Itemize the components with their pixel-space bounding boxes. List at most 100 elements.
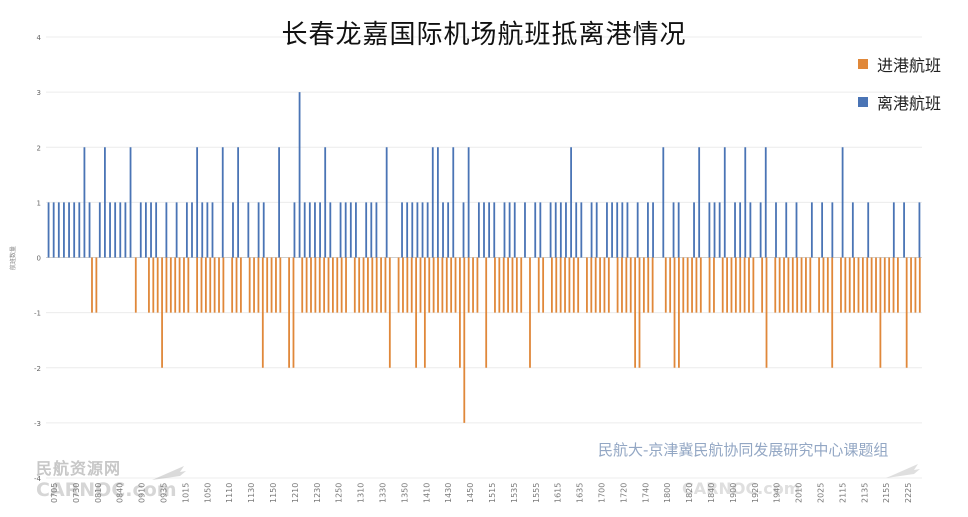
departure-bar (775, 202, 777, 258)
arrival-bar (305, 257, 308, 313)
departure-bar (73, 202, 76, 258)
arrival-bar (261, 257, 264, 368)
x-tick-label: 0730 (72, 483, 81, 503)
arrival-bar (275, 257, 277, 313)
departure-bar (431, 147, 434, 258)
y-tick-label: -3 (34, 420, 41, 428)
arrival-bar (699, 257, 702, 313)
x-tick-label: 1430 (444, 483, 453, 503)
departure-bar (257, 202, 260, 258)
departure-bar (442, 202, 444, 258)
departure-bar (483, 202, 485, 258)
departure-bar (565, 202, 567, 258)
bars (47, 92, 921, 423)
departure-bar (298, 92, 301, 258)
arrival-bar (555, 257, 558, 313)
arrival-bar (358, 257, 361, 313)
arrival-bar (485, 257, 488, 368)
x-tick-label: 0810 (94, 483, 103, 503)
departure-bar (426, 202, 429, 258)
departure-bar (293, 202, 296, 258)
departure-bar (139, 202, 142, 258)
arrival-bar (231, 257, 234, 313)
departure-bar (339, 202, 342, 258)
departure-bar (262, 202, 265, 258)
departure-bar (462, 202, 465, 258)
arrival-bar (270, 257, 273, 313)
arrival-bar (196, 257, 199, 313)
watermark-logo-right: CARNOC.com (682, 479, 801, 498)
arrival-bar (844, 257, 847, 313)
departure-bar (903, 202, 905, 258)
arrival-bar (323, 257, 326, 313)
departure-bar (785, 202, 788, 258)
departure-bar (698, 147, 701, 258)
y-tick-label: 0 (37, 255, 41, 263)
departure-bar (452, 147, 455, 258)
departure-bar (841, 147, 844, 258)
arrival-bar (888, 257, 891, 313)
arrival-bar (918, 257, 921, 313)
arrival-bar (467, 257, 470, 313)
arrival-bar (559, 257, 562, 313)
arrival-bar (459, 257, 461, 368)
departure-bar (718, 202, 721, 258)
departure-bar (821, 202, 824, 258)
arrival-bar (406, 257, 409, 313)
arrival-bar (594, 257, 597, 313)
arrival-bar (734, 257, 737, 313)
arrival-bar (375, 257, 378, 313)
arrival-bar (607, 257, 610, 313)
x-tick-label: 1110 (225, 483, 234, 503)
arrival-bar (752, 257, 755, 313)
x-tick-label: 1230 (313, 483, 322, 503)
arrival-bar (634, 257, 637, 368)
departure-bar (734, 202, 736, 258)
departure-bar (344, 202, 347, 258)
arrival-bar (292, 257, 295, 368)
departure-bar (314, 202, 316, 258)
departure-bar (918, 202, 921, 258)
legend-swatch-arrivals (858, 59, 868, 69)
departure-bar (329, 202, 332, 258)
x-tick-label: 0840 (116, 483, 125, 503)
departure-bar (63, 202, 65, 258)
x-tick-label: 2025 (816, 483, 825, 503)
plane-icon (152, 466, 186, 480)
departure-bar (636, 202, 639, 258)
y-axis-label: 航班数量 (9, 246, 17, 270)
departure-bar (559, 202, 562, 258)
arrival-bar (568, 257, 571, 313)
departure-bar (355, 202, 357, 258)
departure-bar (810, 202, 813, 258)
departure-bar (129, 147, 132, 258)
arrival-bar (840, 257, 842, 313)
arrival-bar (796, 257, 799, 313)
arrival-bar (148, 257, 150, 313)
departure-bar (477, 202, 480, 258)
departure-bar (175, 202, 178, 258)
arrival-bar (213, 257, 216, 313)
x-tick-label: 2155 (882, 483, 891, 503)
x-tick-label: 0935 (159, 483, 168, 503)
arrival-bar (340, 257, 343, 313)
departure-bar (611, 202, 613, 258)
x-tick-label: 1615 (554, 483, 563, 503)
arrival-bar (669, 257, 672, 313)
arrival-bar (288, 257, 290, 368)
departure-bar (626, 202, 629, 258)
arrival-bar (384, 257, 387, 313)
arrival-bar (875, 257, 877, 313)
departure-bar (150, 202, 152, 258)
departure-bar (436, 147, 439, 258)
departure-bar (467, 147, 470, 258)
arrival-bar (331, 257, 334, 313)
arrival-bar (183, 257, 185, 313)
x-tick-label: 1535 (510, 483, 519, 503)
departure-bar (144, 202, 147, 258)
arrival-bar (507, 257, 509, 313)
departure-bar (196, 147, 199, 258)
arrival-bar (822, 257, 825, 313)
departure-bar (237, 147, 240, 258)
